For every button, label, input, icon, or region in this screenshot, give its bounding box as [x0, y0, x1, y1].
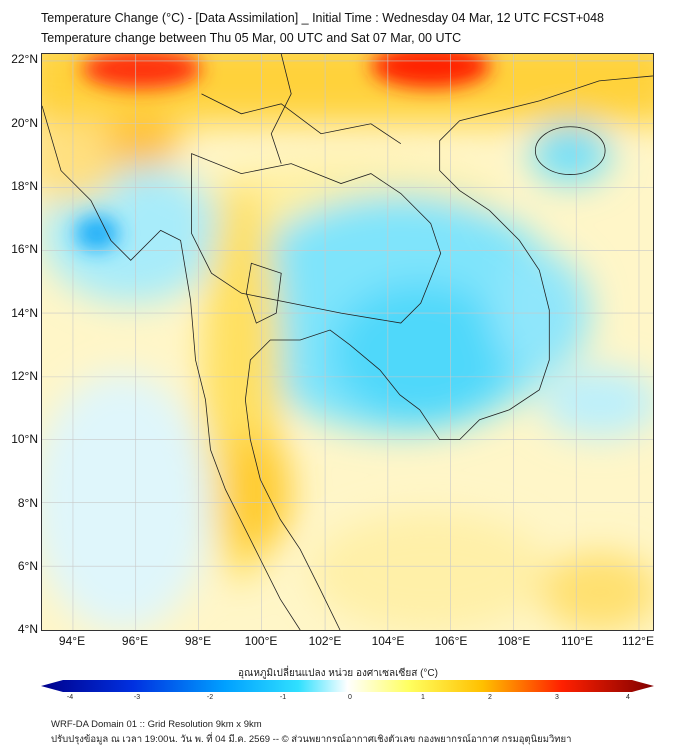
graticule: [42, 54, 653, 630]
lon-label: 110°E: [561, 634, 593, 648]
chart-subtitle: Temperature change between Thu 05 Mar, 0…: [41, 31, 462, 45]
lat-label: 12°N: [11, 369, 38, 383]
colorbar-tick: -3: [133, 694, 141, 701]
colorbar-tick: -2: [206, 694, 214, 701]
colorbar-tick: -4: [66, 694, 74, 701]
lat-label: 22°N: [11, 52, 38, 66]
lon-label: 98°E: [184, 634, 212, 648]
lon-label: 96°E: [121, 634, 149, 648]
colorbar: [41, 680, 654, 692]
colorbar-tick: 3: [555, 694, 559, 701]
temperature-change-map: [41, 53, 654, 631]
lon-label: 112°E: [622, 634, 654, 648]
lat-label: 4°N: [17, 622, 38, 636]
colorbar-tick: -1: [279, 694, 287, 701]
footer-credit: ปรับปรุงข้อมูล ณ เวลา 19:00น. วัน พ. ที่…: [51, 734, 572, 745]
lat-label: 16°N: [11, 242, 38, 256]
coastlines: [42, 54, 653, 630]
lat-label: 14°N: [11, 306, 38, 320]
colorbar-tick: 2: [488, 694, 492, 701]
lon-label: 102°E: [308, 634, 342, 648]
lat-label: 10°N: [11, 432, 38, 446]
colorbar-title: อุณหภูมิเปลี่ยนแปลง หน่วย องศาเซลเซียส (…: [238, 668, 438, 679]
colorbar-tick: 0: [348, 694, 352, 701]
footer-model-info: WRF-DA Domain 01 :: Grid Resolution 9km …: [51, 719, 262, 730]
lon-label: 108°E: [497, 634, 531, 648]
lat-label: 18°N: [11, 179, 38, 193]
lon-label: 94°E: [58, 634, 86, 648]
colorbar-tick: 1: [421, 694, 425, 701]
colorbar-tick: 4: [626, 694, 630, 701]
lon-label: 100°E: [244, 634, 278, 648]
chart-title: Temperature Change (°C) - [Data Assimila…: [41, 11, 604, 25]
lon-label: 106°E: [434, 634, 468, 648]
lon-label: 104°E: [371, 634, 405, 648]
lat-label: 6°N: [17, 559, 38, 573]
lat-label: 8°N: [17, 496, 38, 510]
lat-label: 20°N: [11, 116, 38, 130]
